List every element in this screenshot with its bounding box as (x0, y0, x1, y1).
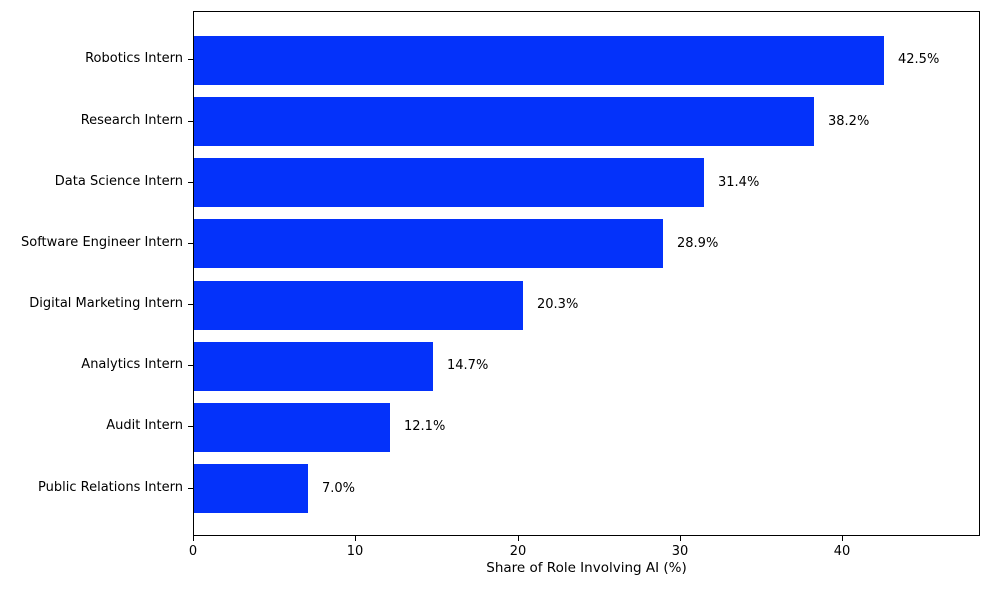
x-tick-label: 10 (346, 544, 364, 559)
bar (194, 464, 308, 513)
y-tick-mark (188, 488, 193, 489)
y-tick-mark (188, 59, 193, 60)
bar (194, 219, 663, 268)
x-tick-mark (355, 536, 356, 541)
x-tick-mark (193, 536, 194, 541)
x-tick-mark (680, 536, 681, 541)
bar (194, 158, 704, 207)
x-tick-label: 20 (509, 544, 527, 559)
bar (194, 97, 814, 146)
bar-value-label: 28.9% (677, 236, 719, 251)
y-tick-label: Digital Marketing Intern (29, 296, 183, 311)
bar-value-label: 31.4% (718, 175, 760, 190)
bar-value-label: 12.1% (404, 419, 446, 434)
y-tick-label: Public Relations Intern (38, 480, 183, 495)
y-tick-label: Software Engineer Intern (21, 235, 183, 250)
x-tick-mark (842, 536, 843, 541)
bar-value-label: 20.3% (537, 297, 579, 312)
x-tick-label: 30 (671, 544, 689, 559)
y-tick-label: Robotics Intern (85, 51, 183, 66)
plot-area: 42.5% 38.2% 31.4% 28.9% 20.3% 14.7% 12.1% 7.0% (193, 11, 980, 536)
bar (194, 36, 884, 85)
y-tick-mark (188, 304, 193, 305)
y-tick-label: Data Science Intern (54, 174, 183, 189)
y-tick-mark (188, 121, 193, 122)
bar-value-label: 38.2% (828, 114, 870, 129)
y-tick-label: Research Intern (80, 113, 183, 128)
bar (194, 281, 523, 330)
y-tick-mark (188, 243, 193, 244)
x-axis-label: Share of Role Involving AI (%) (486, 560, 687, 576)
bar (194, 342, 433, 391)
bar-value-label: 7.0% (322, 481, 356, 496)
bar-value-label: 42.5% (898, 52, 940, 67)
y-tick-label: Analytics Intern (81, 357, 183, 372)
x-tick-label: 0 (188, 544, 198, 559)
bar (194, 403, 390, 452)
x-tick-label: 40 (833, 544, 851, 559)
y-tick-mark (188, 365, 193, 366)
bar-value-label: 14.7% (447, 358, 489, 373)
y-tick-label: Audit Intern (106, 418, 183, 433)
y-tick-mark (188, 182, 193, 183)
x-tick-mark (518, 536, 519, 541)
y-tick-mark (188, 426, 193, 427)
